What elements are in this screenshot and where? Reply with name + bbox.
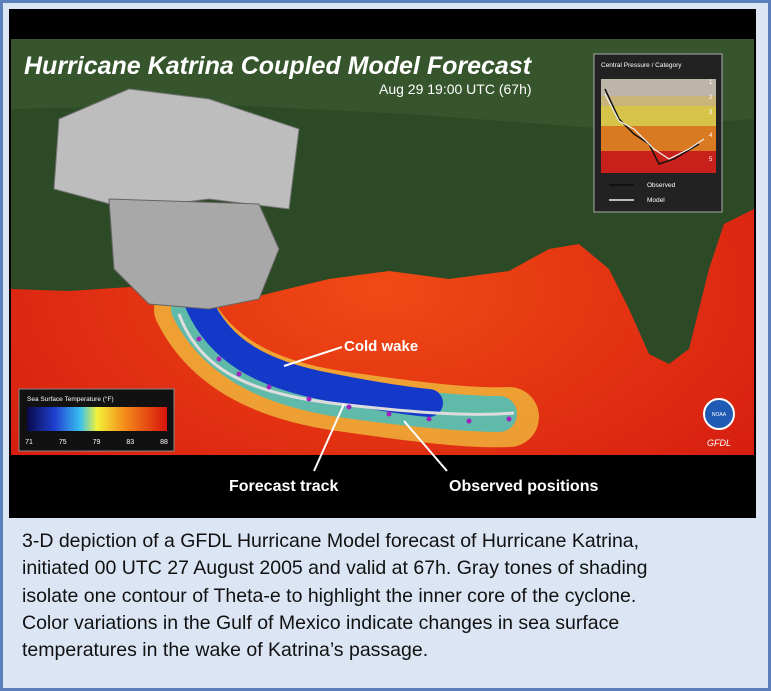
annotation: Forecast track — [229, 478, 338, 495]
observed-dots — [196, 336, 512, 424]
band — [601, 96, 716, 106]
category-label: 3 — [709, 110, 713, 116]
caption-line: temperatures in the wake of Katrina’s pa… — [22, 639, 429, 662]
noaa-text: NOAA — [712, 412, 727, 418]
figure-image: Hurricane Katrina Coupled Model Forecast… — [9, 9, 756, 518]
colorbar-gradient — [27, 407, 167, 431]
caption-line: initiated 00 UTC 27 August 2005 and vali… — [22, 557, 648, 580]
arrow — [283, 346, 343, 367]
timestamp: Aug 29 19:00 UTC (67h) — [379, 81, 532, 97]
wake-blue — [185, 290, 443, 417]
colorbar: Sea Surface Temperature (°F) 71 75 79 83 88 — [18, 388, 175, 452]
legend-label: Model — [647, 197, 665, 204]
category-label: 2 — [709, 95, 713, 101]
colorbar-tick: 88 — [160, 439, 168, 446]
colorbar-tick: 79 — [93, 439, 101, 446]
cloud-core — [108, 198, 280, 310]
caption-line: Color variations in the Gulf of Mexico i… — [22, 611, 620, 634]
colorbar-tick: 71 — [25, 439, 33, 446]
gfdl-text: GFDL — [707, 438, 731, 448]
caption: 3-D depiction of a GFDL Hurricane Model … — [22, 528, 752, 664]
legend-label: Observed — [647, 182, 676, 189]
cloud-top — [53, 88, 300, 210]
land-shade — [11, 39, 754, 129]
noaa-logo — [703, 398, 735, 430]
caption-line: isolate one contour of Theta-e to highli… — [22, 584, 637, 607]
colorbar-tick: 83 — [126, 439, 134, 446]
annotation: Cold wake — [344, 338, 418, 355]
forecast-track-line — [177, 313, 515, 416]
colorbar-tick: 75 — [59, 439, 67, 446]
band — [601, 106, 716, 126]
band — [601, 126, 716, 151]
colorbar-title: Sea Surface Temperature (°F) — [27, 395, 114, 403]
category-label: 4 — [709, 133, 713, 139]
inset: Central Pressure / Category 1 2 3 4 5 Observ… — [593, 53, 723, 213]
category-label: 5 — [709, 157, 713, 163]
arrow — [313, 403, 345, 472]
figure-title: Hurricane Katrina Coupled Model Forecast — [24, 52, 533, 80]
inset-title: Central Pressure / Category — [601, 62, 682, 69]
caption-line: 3-D depiction of a GFDL Hurricane Model … — [22, 530, 640, 552]
arrow — [403, 420, 448, 472]
category-label: 1 — [709, 80, 713, 86]
band — [601, 79, 716, 96]
annotation: Observed positions — [449, 478, 598, 495]
model-curve — [604, 93, 705, 160]
